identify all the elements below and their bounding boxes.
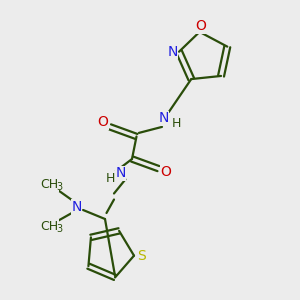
Text: O: O (196, 20, 206, 34)
Text: N: N (116, 167, 126, 180)
Text: S: S (137, 249, 146, 262)
Text: CH: CH (40, 178, 58, 191)
Text: N: N (167, 45, 178, 59)
Text: H: H (171, 117, 181, 130)
Text: 3: 3 (56, 182, 62, 192)
Text: O: O (98, 115, 108, 129)
Text: N: N (71, 200, 82, 214)
Text: 3: 3 (56, 224, 62, 234)
Text: O: O (160, 166, 171, 179)
Text: CH: CH (40, 220, 58, 233)
Text: N: N (158, 112, 169, 125)
Text: H: H (106, 172, 115, 185)
